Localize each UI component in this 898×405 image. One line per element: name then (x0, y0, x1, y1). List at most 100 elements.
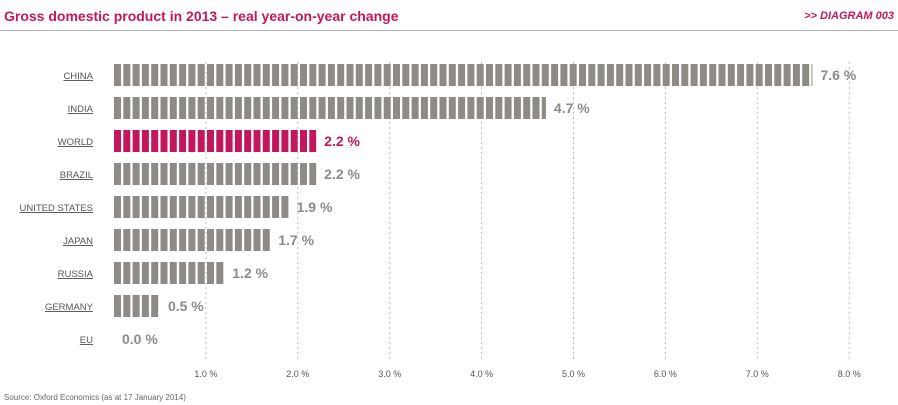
bar-segment (327, 97, 335, 119)
x-tick-label: 1.0 % (194, 369, 217, 379)
bar-segment (281, 130, 289, 152)
x-tick-label: 5.0 % (562, 369, 585, 379)
bar-segment (588, 64, 596, 86)
bar-segment (402, 64, 410, 86)
bar-segment (114, 295, 121, 317)
bar-segment (244, 229, 252, 251)
bar-segment (160, 163, 168, 185)
bar-segment (132, 64, 140, 86)
bar-segment (216, 97, 224, 119)
bar-segment (467, 64, 475, 86)
bar-segment (281, 196, 289, 218)
bar-segment (123, 97, 131, 119)
category-label: BRAZIL (60, 170, 93, 181)
bar-segment (188, 163, 196, 185)
bar-segment (681, 64, 689, 86)
bar-segment (486, 64, 493, 86)
bar-segment (792, 64, 800, 86)
category-label: WORLD (58, 137, 94, 148)
bar-segment (318, 64, 326, 86)
bar-segment (625, 64, 633, 86)
bar-segment (225, 97, 233, 119)
bar-segment (225, 163, 233, 185)
bar-segment (300, 97, 307, 119)
bar-segment (123, 229, 131, 251)
bar-segment (755, 64, 763, 86)
value-label: 4.7 % (554, 100, 590, 116)
bar-segment (504, 97, 512, 119)
bar-segment (160, 97, 168, 119)
bar-segment (290, 97, 298, 119)
bar-segment (523, 97, 531, 119)
bar-chart: 1.0 % 2.0 % 3.0 % 4.0 % 5.0 % 6.0 % 7.0 % 8.0 %… (19, 62, 861, 379)
bar-segment (179, 97, 187, 119)
bar-segment (448, 97, 456, 119)
bar-segment (207, 163, 214, 185)
x-tick-label: 6.0 % (654, 369, 677, 379)
bar-segment (160, 64, 168, 86)
bar-segment (420, 64, 428, 86)
bar-segment (495, 97, 503, 119)
bar-segment (290, 130, 298, 152)
bar-segment (272, 64, 280, 86)
x-tick-label: 8.0 % (838, 369, 861, 379)
bar-segment (337, 64, 345, 86)
category-label: INDIA (68, 104, 94, 115)
bar-segment (262, 163, 270, 185)
x-tick-label: 4.0 % (470, 369, 493, 379)
bar-segment (458, 64, 466, 86)
bar-segment (132, 196, 140, 218)
bar-segment (151, 130, 159, 152)
bar-segment (160, 130, 168, 152)
bar-segment (225, 130, 233, 152)
bar-segment (216, 196, 224, 218)
bar-segment (346, 97, 354, 119)
value-label: 1.9 % (297, 199, 333, 215)
bar-segment (141, 295, 149, 317)
chart-title: Gross domestic product in 2013 – real ye… (4, 8, 399, 24)
bar-segment (188, 130, 196, 152)
bar-segment (504, 64, 512, 86)
bar-segment (188, 196, 196, 218)
bar-segment (234, 64, 242, 86)
bar-segment (606, 64, 614, 86)
category-label: GERMANY (45, 302, 94, 313)
bar-segment (634, 64, 642, 86)
bar-segment (151, 229, 159, 251)
bar-segment (597, 64, 605, 86)
bar-segment (309, 64, 317, 86)
bar-segment (169, 130, 177, 152)
bar-segment (774, 64, 782, 86)
bar-segment (114, 97, 121, 119)
bar-segment (532, 64, 540, 86)
bar-segment (169, 262, 177, 284)
bar-segment (169, 229, 177, 251)
bar-segment (802, 64, 810, 86)
value-label: 0.5 % (168, 298, 204, 314)
bar-segment (197, 64, 205, 86)
bar-segment (188, 229, 196, 251)
bar-segment (169, 163, 177, 185)
bar-segment (216, 130, 224, 152)
bar-segment (765, 64, 772, 86)
bar-segment (114, 163, 121, 185)
bar-segment (495, 64, 503, 86)
bar-segment (234, 130, 242, 152)
bar-segment (513, 64, 521, 86)
bar-segment (262, 196, 270, 218)
bar-segment (272, 163, 280, 185)
bar-segment (225, 229, 233, 251)
bar-segment (365, 97, 373, 119)
bar-segment (513, 97, 521, 119)
bar-segment (532, 97, 540, 119)
bar-segment (141, 130, 149, 152)
bar-segment (244, 196, 252, 218)
bar-segment (672, 64, 679, 86)
value-label: 7.6 % (820, 67, 856, 83)
category-label: RUSSIA (58, 269, 94, 280)
bar-segment (216, 262, 224, 284)
bar-segment (123, 262, 131, 284)
bar-segment (253, 130, 261, 152)
bar-segment (216, 163, 224, 185)
bar-segment (225, 64, 233, 86)
